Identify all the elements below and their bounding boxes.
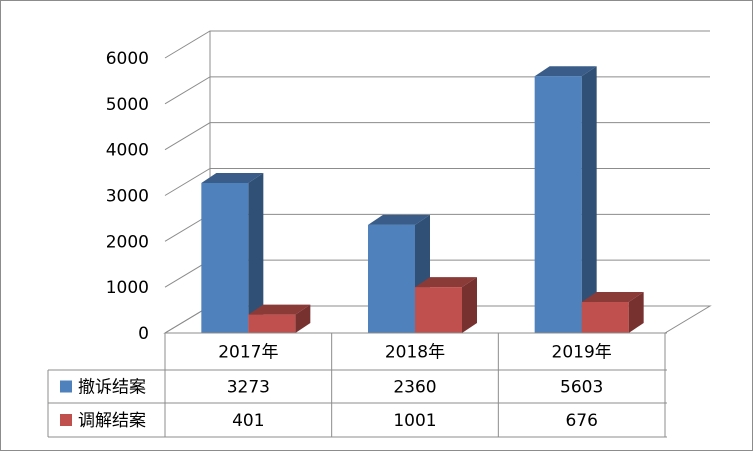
y-tick-label: 0 xyxy=(138,324,149,344)
bar-side xyxy=(628,292,644,333)
series-name: 调解结案 xyxy=(78,411,146,431)
bar-side xyxy=(581,66,597,333)
category-label: 2018年 xyxy=(385,343,445,363)
gridline xyxy=(164,76,710,105)
legend-swatch xyxy=(60,414,72,426)
bar-side xyxy=(462,277,477,333)
bar-top xyxy=(534,66,597,77)
bar xyxy=(201,182,249,333)
category-label: 2017年 xyxy=(218,343,278,363)
bar-top xyxy=(581,292,644,303)
bar xyxy=(415,287,462,333)
bar xyxy=(534,76,582,333)
bar-side xyxy=(248,172,264,333)
y-tick-label: 6000 xyxy=(106,49,149,69)
y-tick-label: 3000 xyxy=(106,187,149,207)
y-tick-label: 1000 xyxy=(106,278,149,298)
y-tick-label: 2000 xyxy=(106,232,149,252)
bar-top xyxy=(368,214,430,225)
category-label: 2019年 xyxy=(552,343,612,363)
bar xyxy=(248,314,296,333)
bar-side xyxy=(295,304,311,333)
series-name: 撤诉结案 xyxy=(78,378,146,398)
data-label: 5603 xyxy=(560,378,603,398)
gridline xyxy=(164,122,710,151)
y-tick-label: 4000 xyxy=(106,141,149,161)
data-label: 1001 xyxy=(393,411,436,431)
bar xyxy=(581,302,629,333)
bar xyxy=(368,224,415,333)
gridline xyxy=(164,30,710,59)
data-label: 676 xyxy=(565,411,597,431)
bar-top xyxy=(415,277,477,288)
data-label: 401 xyxy=(232,411,264,431)
bar-top xyxy=(248,304,311,315)
data-label: 2360 xyxy=(393,378,436,398)
bar-top xyxy=(201,172,264,183)
legend-swatch xyxy=(60,380,72,393)
data-label: 3273 xyxy=(227,378,270,398)
y-tick-label: 5000 xyxy=(106,95,149,115)
